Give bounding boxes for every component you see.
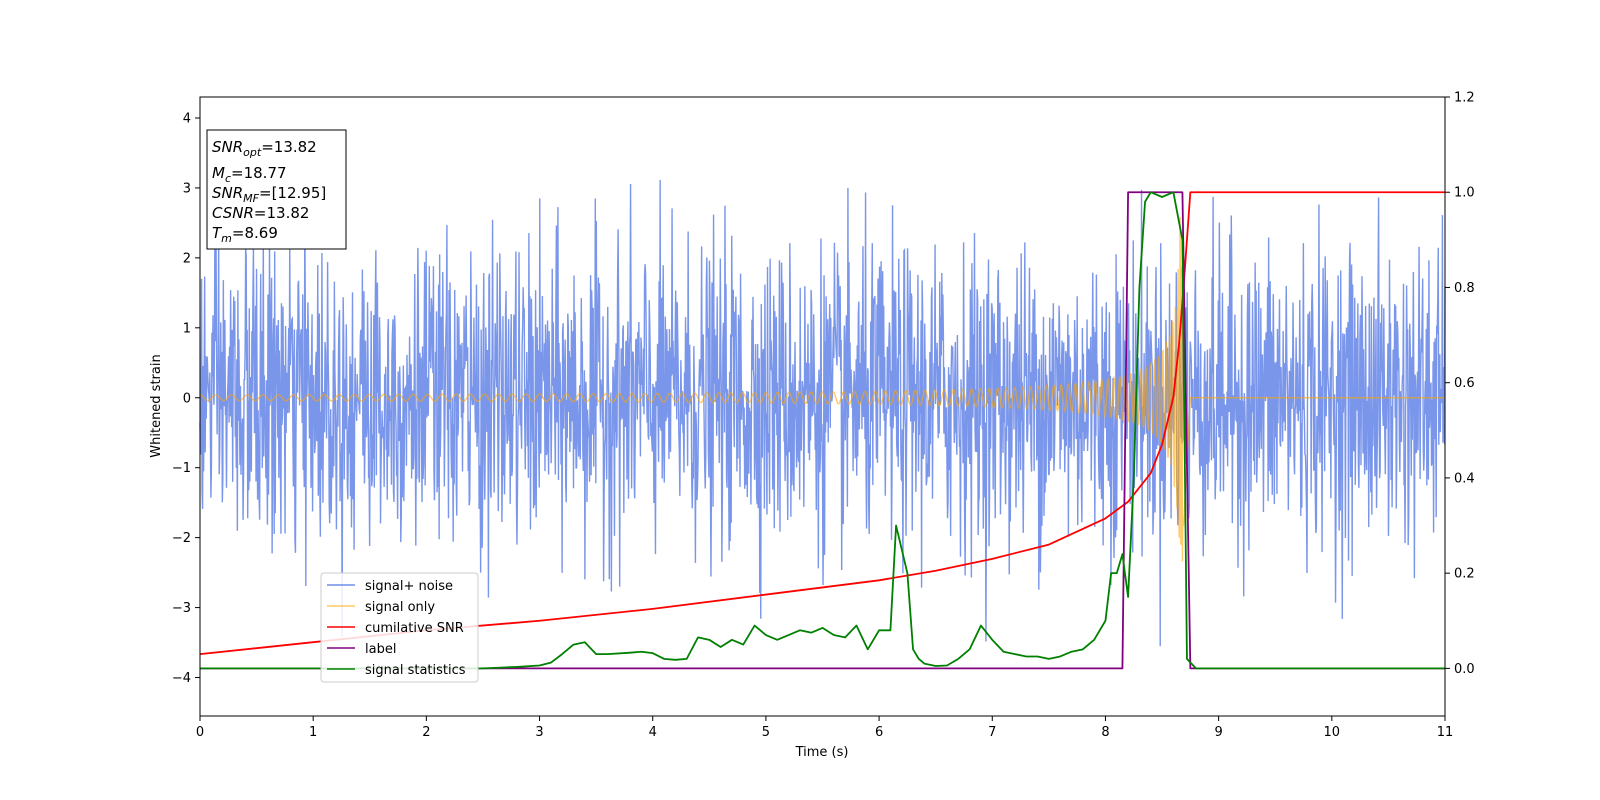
y2-tick-label: 0.8	[1454, 281, 1475, 296]
series-line-signal-noise	[199, 179, 1446, 647]
info-tm: Tm=8.69	[212, 224, 278, 245]
x-tick-label: 6	[875, 725, 883, 740]
y-tick-label: 4	[183, 111, 191, 126]
x-tick-label: 7	[988, 725, 996, 740]
plot-frame	[199, 96, 1446, 717]
noise-series	[199, 179, 1446, 647]
x-tick-label: 4	[649, 725, 657, 740]
x-axis-label: Time (s)	[795, 745, 849, 760]
signal-only-series	[199, 216, 1445, 562]
x-tick-label: 9	[1214, 725, 1222, 740]
info-snr-mf: SNRMF=[12.95]	[212, 184, 326, 205]
y-tick-label: −2	[172, 531, 191, 546]
legend-label-stats: signal statistics	[365, 663, 466, 678]
legend: signal+ noise signal only cumilative SNR…	[320, 572, 479, 683]
legend-label-signal: signal only	[365, 600, 435, 615]
legend-label-csnr: cumilative SNR	[365, 621, 464, 636]
y-tick-label: 0	[183, 391, 191, 406]
x-tick-label: 8	[1101, 725, 1109, 740]
y2-tick-label: 1.0	[1454, 186, 1475, 201]
legend-frame	[320, 572, 479, 683]
y-tick-label: −1	[172, 461, 191, 476]
info-box-frame	[206, 129, 347, 250]
x-tick-label: 10	[1324, 725, 1341, 740]
x-tick-label: 11	[1437, 725, 1454, 740]
info-mc: Mc=18.77	[212, 164, 287, 185]
y2-tick-label: 0.4	[1454, 471, 1475, 486]
y-tick-label: 2	[183, 251, 191, 266]
x-tick-label: 0	[196, 725, 204, 740]
y-tick-label: 1	[183, 321, 191, 336]
x-axis: 0 1 2 3 4 5 6 7 8 9 10 11	[196, 716, 1453, 740]
right-axis-series	[199, 191, 1445, 670]
info-csnr: CSNR=13.82	[212, 204, 309, 222]
legend-label-label: label	[365, 642, 396, 657]
x-tick-label: 5	[762, 725, 770, 740]
y-tick-label: −3	[172, 601, 191, 616]
y2-tick-label: 0.6	[1454, 376, 1475, 391]
legend-label-noise: signal+ noise	[365, 579, 453, 594]
x-tick-label: 2	[422, 725, 430, 740]
y-axis-label: Whitened strain	[149, 354, 164, 457]
y2-tick-label: 0.0	[1454, 662, 1475, 677]
y2-tick-label: 1.2	[1454, 91, 1475, 106]
y-tick-label: 3	[183, 181, 191, 196]
y-tick-label: −4	[172, 671, 191, 686]
series-line-cumulative-snr	[199, 191, 1445, 655]
x-tick-label: 3	[535, 725, 543, 740]
series-line-signal-only	[199, 216, 1445, 562]
y-axis-left: −4 −3 −2 −1 0 1 2 3 4	[172, 111, 200, 686]
y-axis-right: 0.0 0.2 0.4 0.6 0.8 1.0 1.2	[1445, 91, 1475, 677]
info-snr-opt: SNRopt=13.82	[212, 138, 317, 159]
series-line-signal-statistics	[200, 191, 1445, 670]
x-tick-label: 1	[309, 725, 317, 740]
info-box: SNRopt=13.82 Mc=18.77 SNRMF=[12.95] CSNR…	[206, 129, 347, 250]
y2-tick-label: 0.2	[1454, 567, 1475, 582]
